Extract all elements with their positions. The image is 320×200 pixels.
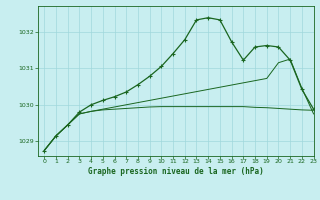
X-axis label: Graphe pression niveau de la mer (hPa): Graphe pression niveau de la mer (hPa): [88, 167, 264, 176]
